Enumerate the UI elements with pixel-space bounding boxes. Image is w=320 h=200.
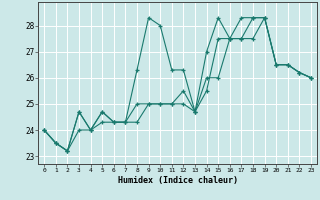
X-axis label: Humidex (Indice chaleur): Humidex (Indice chaleur): [118, 176, 238, 185]
